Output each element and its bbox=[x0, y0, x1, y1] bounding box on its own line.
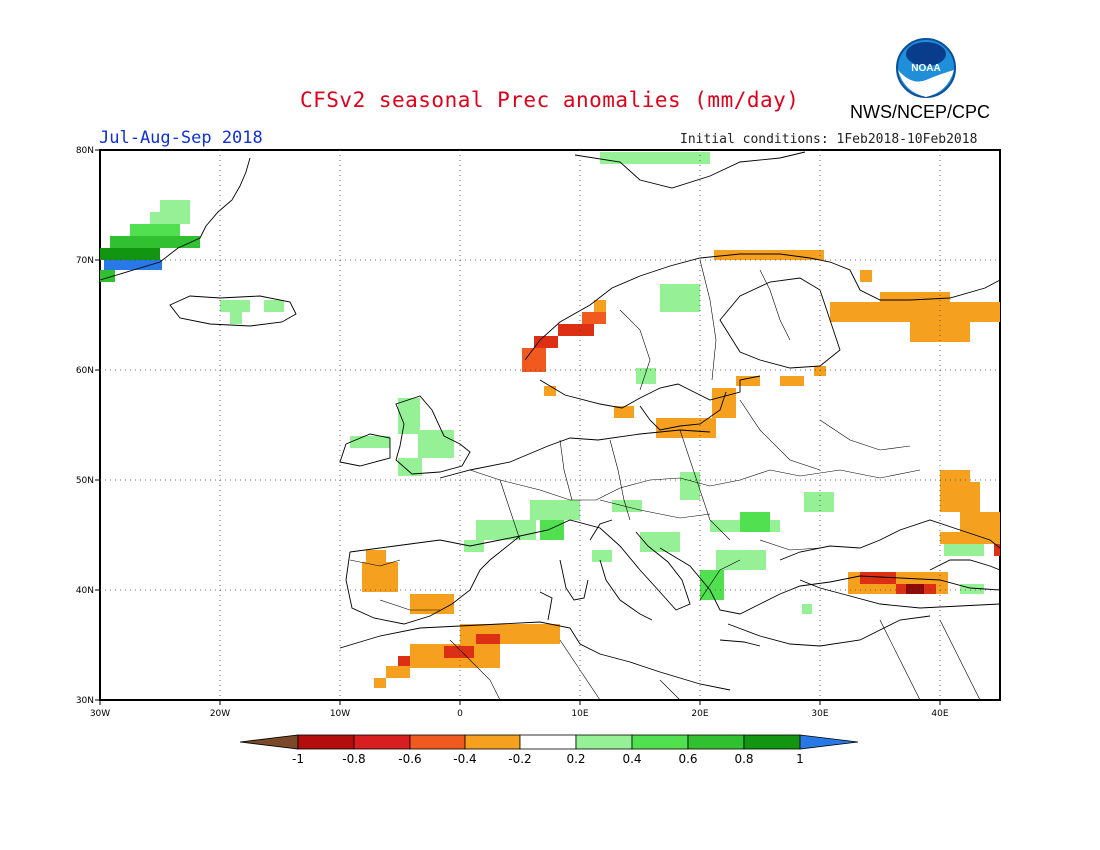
lat-tick: 70N bbox=[76, 256, 94, 266]
lon-tick: 20W bbox=[210, 709, 230, 719]
colorbar-label: 0.6 bbox=[678, 752, 697, 766]
map-frame bbox=[99, 149, 1001, 701]
initial-conditions: Initial conditions: 1Feb2018-10Feb2018 bbox=[680, 132, 978, 147]
colorbar-label: -1 bbox=[292, 752, 304, 766]
lat-tick: 30N bbox=[76, 696, 94, 706]
colorbar: -1 -0.8 -0.6 -0.4 -0.2 0.2 0.4 0.6 0.8 1 bbox=[239, 734, 859, 766]
lon-tick: 20E bbox=[691, 709, 708, 719]
lat-tick: 50N bbox=[76, 476, 94, 486]
colorbar-label: -0.4 bbox=[453, 752, 476, 766]
lon-tick: 30W bbox=[90, 709, 110, 719]
coastlines bbox=[99, 151, 1001, 691]
lat-tick: 40N bbox=[76, 586, 94, 596]
colorbar-label: -0.6 bbox=[398, 752, 421, 766]
lat-tick: 80N bbox=[76, 146, 94, 156]
colorbar-label: 0.2 bbox=[566, 752, 585, 766]
lon-tick: 10E bbox=[571, 709, 588, 719]
colorbar-label: -0.8 bbox=[342, 752, 365, 766]
lat-tick: 60N bbox=[76, 366, 94, 376]
lon-tick: 30E bbox=[811, 709, 828, 719]
lon-tick: 10W bbox=[330, 709, 350, 719]
lon-tick: 0 bbox=[457, 709, 463, 719]
colorbar-label: 1 bbox=[796, 752, 804, 766]
noaa-logo: NOAA bbox=[896, 38, 956, 98]
logo-text: NOAA bbox=[911, 63, 940, 74]
forecast-period: Jul-Aug-Sep 2018 bbox=[99, 128, 263, 148]
colorbar-arrow-high bbox=[799, 734, 859, 750]
colorbar-arrow-low bbox=[239, 734, 299, 750]
colorbar-label: 0.4 bbox=[622, 752, 641, 766]
agency-label: NWS/NCEP/CPC bbox=[850, 102, 991, 122]
gridlines bbox=[100, 150, 1000, 700]
lon-tick: 40E bbox=[931, 709, 948, 719]
colorbar-label: 0.8 bbox=[734, 752, 753, 766]
colorbar-label: -0.2 bbox=[508, 752, 531, 766]
map-title: CFSv2 seasonal Prec anomalies (mm/day) bbox=[300, 88, 800, 112]
